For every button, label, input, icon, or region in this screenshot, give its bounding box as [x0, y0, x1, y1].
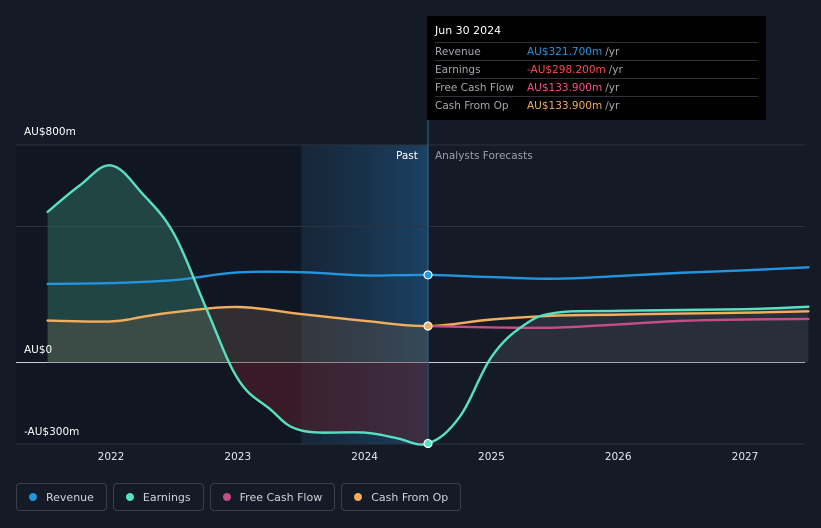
earnings-marker [423, 438, 433, 449]
x-tick-label: 2023 [224, 451, 252, 463]
tooltip-unit: /yr [605, 99, 620, 112]
legend-label: Earnings [142, 490, 191, 504]
cash-from-op-line [46, 305, 810, 328]
x-tick-label: 2025 [478, 451, 505, 463]
legend-label: Cash From Op [371, 490, 449, 504]
tooltip-series-name: Free Cash Flow [435, 81, 514, 94]
revenue-marker [423, 270, 433, 280]
earnings-area-positive [47, 165, 230, 363]
cash-from-op-area [47, 307, 428, 363]
legend-dot-icon [29, 493, 37, 501]
tooltip-series-name: Cash From Op [435, 99, 509, 112]
legend-item-revenue[interactable]: Revenue [16, 483, 107, 511]
x-tick-label: 2026 [604, 451, 632, 463]
legend-label: Free Cash Flow [239, 490, 323, 504]
legend-item-free-cash-flow[interactable]: Free Cash Flow [209, 483, 336, 511]
tooltip-series-value: -AU$298.200m [527, 63, 606, 76]
tooltip: Jun 30 2024 Revenue AU$321.700m/yr Earning… [427, 16, 766, 120]
legend-item-earnings[interactable]: Earnings [112, 483, 204, 511]
x-tick-label: 2024 [351, 451, 378, 463]
tooltip-series-name: Revenue [435, 45, 481, 58]
legend: Revenue Earnings Free Cash Flow Cash From O… [16, 483, 462, 511]
y-tick-label-bottom: -AU$300m [24, 426, 80, 438]
tooltip-unit: /yr [605, 81, 620, 94]
legend-label: Revenue [46, 490, 94, 504]
tooltip-date: Jun 30 2024 [435, 24, 502, 37]
free-cash-flow-line [426, 317, 810, 330]
legend-dot-icon [354, 493, 363, 501]
tooltip-unit: /yr [605, 45, 620, 58]
forecast-label: Analysts Forecasts [435, 150, 533, 162]
tooltip-series-value: AU$133.900m [527, 99, 603, 112]
legend-item-cash-from-op[interactable]: Cash From Op [341, 483, 462, 511]
cash-from-op-marker [423, 321, 433, 331]
legend-dot-icon [125, 493, 134, 501]
y-tick-label-top: AU$800m [24, 126, 76, 138]
x-tick-label: 2022 [97, 451, 125, 463]
tooltip-row: Revenue AU$321.700m/yr [435, 42, 758, 60]
tooltip-row: Cash From Op AU$133.900m/yr [435, 96, 758, 114]
tooltip-row: Earnings -AU$298.200m/yr [435, 60, 758, 78]
tooltip-series-name: Earnings [435, 63, 481, 76]
tooltip-unit: /yr [608, 63, 623, 76]
tooltip-series-value: AU$321.700m [527, 45, 603, 58]
past-label: Past [396, 150, 418, 162]
earnings-area-negative [47, 362, 428, 445]
x-tick-label: 2027 [731, 451, 759, 463]
tooltip-row: Free Cash Flow AU$133.900m/yr [435, 78, 758, 96]
legend-dot-icon [222, 493, 231, 501]
earnings-line [46, 164, 810, 446]
tooltip-series-value: AU$133.900m [527, 81, 603, 94]
y-tick-label-zero: AU$0 [24, 344, 53, 356]
